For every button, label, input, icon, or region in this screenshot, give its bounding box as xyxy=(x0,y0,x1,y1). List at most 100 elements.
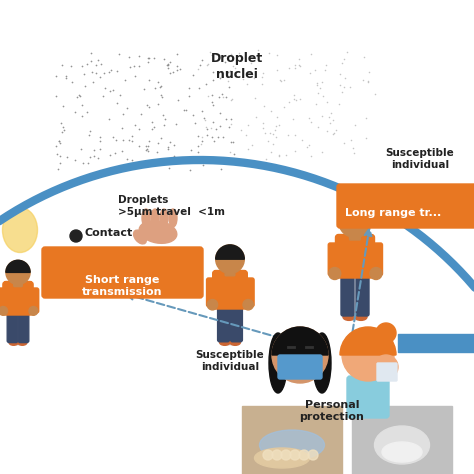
Point xyxy=(144,55,152,62)
Point xyxy=(87,57,94,65)
Point xyxy=(100,92,107,100)
Point xyxy=(371,91,379,98)
Point xyxy=(166,138,173,146)
Point xyxy=(261,129,269,137)
Point xyxy=(216,74,224,82)
FancyBboxPatch shape xyxy=(398,334,474,352)
Point xyxy=(63,74,70,82)
Point xyxy=(180,107,188,114)
Point xyxy=(265,49,273,56)
Point xyxy=(296,62,303,70)
Wedge shape xyxy=(6,260,30,273)
Point xyxy=(209,68,217,76)
Point xyxy=(58,128,66,136)
Point xyxy=(52,72,59,80)
Point xyxy=(191,119,199,127)
Point xyxy=(239,76,247,83)
Ellipse shape xyxy=(160,209,168,227)
Point xyxy=(275,152,283,160)
Circle shape xyxy=(263,450,273,460)
Point xyxy=(259,125,266,132)
Point xyxy=(54,165,61,173)
Point xyxy=(197,156,205,164)
Point xyxy=(196,61,204,69)
Ellipse shape xyxy=(374,426,429,464)
Point xyxy=(231,64,239,72)
Point xyxy=(209,118,217,126)
Point xyxy=(318,148,325,155)
Circle shape xyxy=(6,260,30,284)
Point xyxy=(109,133,117,140)
Circle shape xyxy=(376,323,396,343)
Point xyxy=(58,119,65,127)
Point xyxy=(360,54,367,61)
Point xyxy=(194,132,201,139)
Point xyxy=(227,50,235,58)
Point xyxy=(208,133,216,140)
Point xyxy=(186,166,194,173)
Circle shape xyxy=(342,329,394,381)
Point xyxy=(165,164,173,171)
Point xyxy=(227,120,235,128)
Point xyxy=(118,147,126,155)
Point xyxy=(226,83,233,91)
Point xyxy=(59,123,67,130)
Circle shape xyxy=(70,230,82,242)
Point xyxy=(221,58,229,65)
Point xyxy=(115,50,123,58)
Point xyxy=(336,82,344,89)
Point xyxy=(208,91,216,99)
Point xyxy=(303,144,310,151)
Point xyxy=(81,82,89,90)
Wedge shape xyxy=(338,204,372,221)
Wedge shape xyxy=(216,245,244,259)
Circle shape xyxy=(243,300,254,310)
Circle shape xyxy=(374,355,398,379)
Point xyxy=(151,54,158,62)
FancyBboxPatch shape xyxy=(242,406,342,474)
Point xyxy=(291,131,299,139)
Point xyxy=(214,134,221,141)
Point xyxy=(224,68,232,75)
Point xyxy=(78,112,86,119)
Point xyxy=(105,69,113,76)
Point xyxy=(311,66,319,74)
Circle shape xyxy=(329,267,341,280)
Point xyxy=(153,148,161,156)
FancyBboxPatch shape xyxy=(218,302,229,342)
Point xyxy=(258,73,266,81)
Point xyxy=(362,115,370,122)
Point xyxy=(157,82,165,90)
Point xyxy=(135,126,143,133)
Point xyxy=(228,138,235,146)
Point xyxy=(340,55,348,63)
Point xyxy=(273,66,280,74)
Point xyxy=(86,127,93,135)
Point xyxy=(330,129,337,137)
Point xyxy=(97,60,105,67)
Point xyxy=(322,62,330,69)
Circle shape xyxy=(370,267,382,280)
Point xyxy=(319,78,326,86)
Point xyxy=(189,71,196,79)
Point xyxy=(164,145,172,153)
Point xyxy=(146,137,153,145)
FancyBboxPatch shape xyxy=(42,247,203,298)
FancyBboxPatch shape xyxy=(370,243,383,275)
Point xyxy=(365,68,373,75)
Point xyxy=(78,62,86,70)
Point xyxy=(272,123,279,130)
Point xyxy=(128,133,136,140)
Point xyxy=(170,68,177,76)
Point xyxy=(204,125,211,133)
Circle shape xyxy=(207,300,218,310)
Point xyxy=(75,91,82,99)
Point xyxy=(125,136,133,144)
Point xyxy=(244,121,252,128)
Point xyxy=(69,79,76,86)
Point xyxy=(164,64,172,72)
Point xyxy=(336,100,343,108)
Wedge shape xyxy=(272,327,328,355)
Point xyxy=(109,86,117,93)
Point xyxy=(144,143,151,150)
